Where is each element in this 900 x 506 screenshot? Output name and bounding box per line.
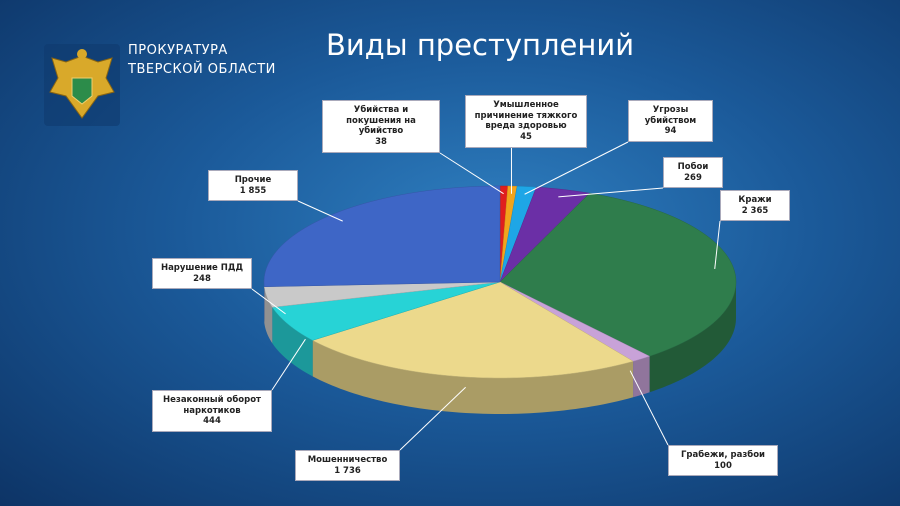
value-label: 94 [664,126,677,137]
leader-line [297,200,343,222]
value-label: 444 [203,416,221,427]
leader-line [439,152,504,195]
value-label: 2 365 [741,205,769,216]
leader-line [714,220,721,269]
data-label: Умышленное причинение тяжкого вреда здор… [465,95,587,148]
pie-sides [264,282,736,414]
value-label: 1 736 [334,465,361,476]
value-label: 100 [714,460,732,471]
slice [499,192,737,357]
chart-title: Виды преступлений [325,28,635,62]
data-label: Мошенничество 1 736 [295,450,400,482]
slice [312,281,634,379]
category-name: Побои [677,162,709,172]
slice [271,281,501,341]
data-label: Побои 269 [663,157,723,189]
value-label: 269 [684,172,702,183]
leader-line [399,386,466,451]
category-name: Умышленное причинение тяжкого вреда здор… [474,100,578,132]
category-name: Кражи [738,195,772,205]
category-name: Прочие [234,175,272,185]
value-label: 45 [520,131,532,142]
emblem [44,44,120,126]
org-name: ТВЕРСКОЙ ОБЛАСТИ [128,62,276,77]
data-label: Убийства и покушения на убийство 38 [322,100,440,153]
leader-line [524,141,629,195]
leader-line [629,370,669,446]
data-label: Нарушение ПДД 248 [152,258,252,290]
pie-tops [263,185,737,379]
slice [263,281,501,308]
leader-line [558,187,664,198]
value-label: 248 [193,273,211,284]
slice-side [272,307,313,377]
slice [499,186,591,283]
category-name: Убийства и покушения на убийство [346,105,416,137]
slice-side [264,286,273,344]
data-label: Кражи 2 365 [720,190,790,222]
data-label: Угрозы убийством 94 [628,100,713,142]
slice-side [649,282,736,393]
value-label: 1 855 [239,185,267,196]
data-label: Прочие 1 855 [208,170,298,202]
category-name: Нарушение ПДД [160,263,244,273]
org-name: ПРОКУРАТУРА [128,43,228,58]
category-name: Мошенничество [307,455,388,465]
data-label: Грабежи, разбои 100 [668,445,778,477]
value-label: 38 [375,136,387,147]
slice [263,185,501,287]
category-name: Угрозы убийством [644,105,697,126]
slice-side [633,356,650,398]
category-name: Незаконный оборот наркотиков [163,395,261,416]
leader-line [271,338,306,391]
category-name: Грабежи, разбои [680,450,766,460]
leader-line [251,288,286,315]
data-label: Незаконный оборот наркотиков 444 [152,390,272,432]
slice-side [312,340,634,414]
